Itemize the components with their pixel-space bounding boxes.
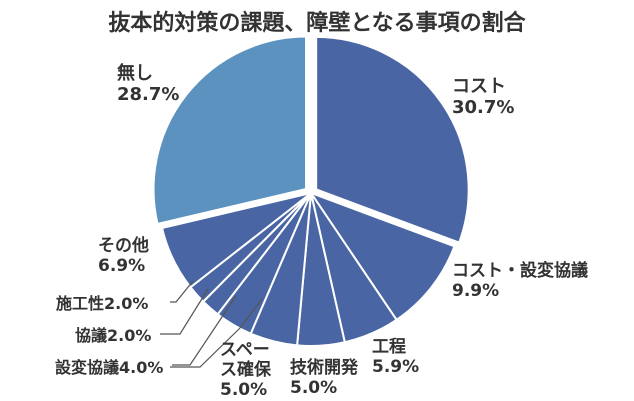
slice-label-10: 無し 28.7% bbox=[117, 62, 179, 105]
pie-slice-2 bbox=[310, 192, 456, 321]
leader-line-5 bbox=[170, 298, 263, 368]
slice-label-5: スペース確保 5.0% bbox=[220, 340, 272, 400]
pie-slices bbox=[152, 35, 471, 347]
chart-title: 抜本的対策の課題、障壁となる事項の割合 bbox=[108, 10, 526, 36]
slice-label-8: 施工性2.0% bbox=[56, 294, 148, 313]
slice-label-7: 協議2.0% bbox=[75, 326, 151, 345]
pie-slice-9 bbox=[161, 192, 312, 289]
slice-label-4: 技術開発 5.0% bbox=[290, 357, 359, 398]
slice-labels: コスト 30.7% コスト・設変協議 9.9% 工程 5.9% 技術開発 5.0% スペース確保… bbox=[55, 62, 588, 400]
leader-line-6 bbox=[172, 295, 237, 366]
leader-lines bbox=[160, 280, 263, 368]
pie-slice-1 bbox=[314, 35, 471, 245]
leader-line-7 bbox=[160, 288, 209, 335]
slice-label-3: 工程 5.9% bbox=[372, 337, 419, 377]
slice-label-9: その他 6.9% bbox=[98, 235, 149, 276]
leader-line-8 bbox=[170, 280, 194, 303]
slice-label-2: コスト・設変協議 9.9% bbox=[452, 260, 588, 301]
slice-label-6: 設変協議4.0% bbox=[55, 358, 163, 377]
pie-slice-10 bbox=[152, 35, 308, 226]
slice-label-1: コスト 30.7% bbox=[452, 76, 514, 118]
